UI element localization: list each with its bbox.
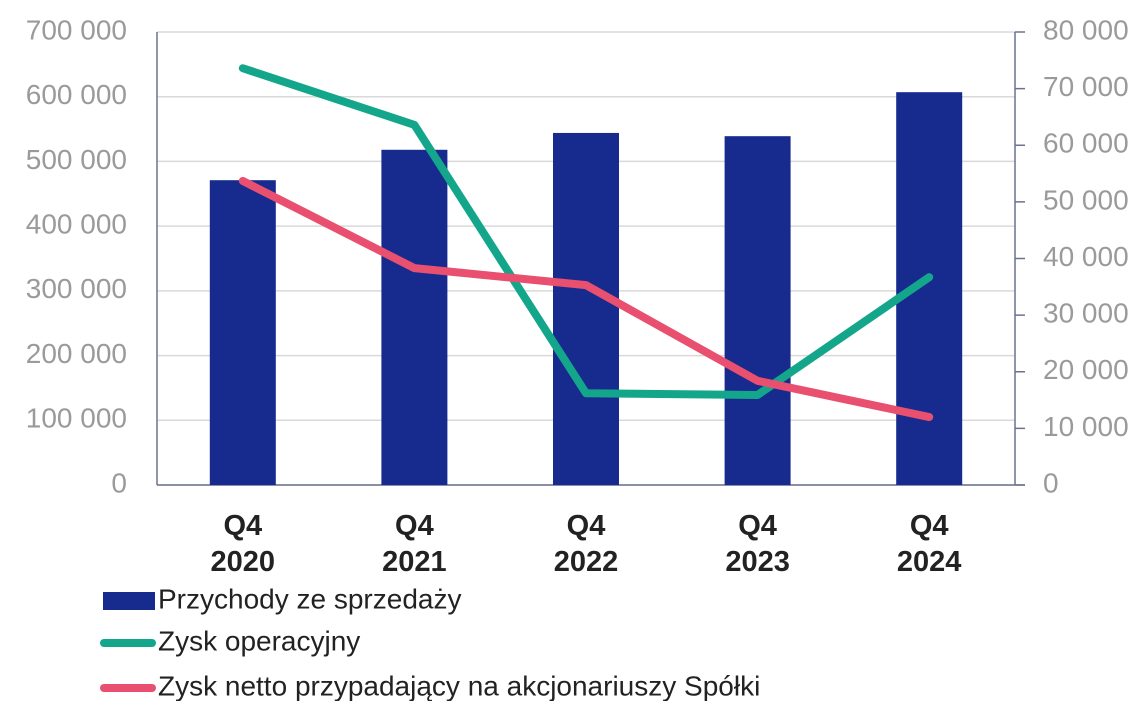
y-tick-label: 200 000 [26, 338, 127, 369]
y2-tick-label: 60 000 [1043, 128, 1129, 159]
y2-tick-label: 50 000 [1043, 184, 1129, 215]
x-tick-label: Q4 2020 [210, 510, 276, 578]
y2-tick-label: 70 000 [1043, 71, 1129, 102]
bar [381, 149, 448, 485]
line [238, 176, 934, 422]
x-tick-label: Q4 2024 [896, 510, 962, 578]
legend-label: Przychody ze sprzedaży [158, 583, 461, 614]
x-tick-label: Q4 2022 [553, 510, 619, 578]
line [238, 64, 934, 399]
y2-tick-label: 40 000 [1043, 241, 1129, 272]
y-tick-label: 100 000 [26, 403, 127, 434]
y-tick-label: 400 000 [26, 209, 127, 240]
x-tick-label: Q4 2021 [382, 510, 447, 578]
y-tick-label: 500 000 [26, 144, 127, 175]
y2-tick-label: 20 000 [1043, 354, 1129, 385]
y2-tick-label: 0 [1043, 467, 1059, 498]
bar [724, 136, 791, 485]
y2-tick-label: 10 000 [1043, 411, 1129, 442]
y-tick-label: 700 000 [26, 14, 127, 45]
bar [209, 180, 276, 485]
legend-label: Zysk operacyjny [158, 625, 360, 656]
y-tick-label: 0 [111, 467, 127, 498]
y-tick-label: 300 000 [26, 273, 127, 304]
y-tick-label: 600 000 [26, 79, 127, 110]
legend-swatch [103, 592, 155, 610]
y2-tick-label: 80 000 [1043, 14, 1129, 45]
x-tick-label: Q4 2023 [725, 510, 790, 578]
y2-tick-label: 30 000 [1043, 298, 1129, 329]
bar [553, 132, 619, 485]
legend-label: Zysk netto przypadający na akcjonariuszy… [158, 670, 760, 701]
